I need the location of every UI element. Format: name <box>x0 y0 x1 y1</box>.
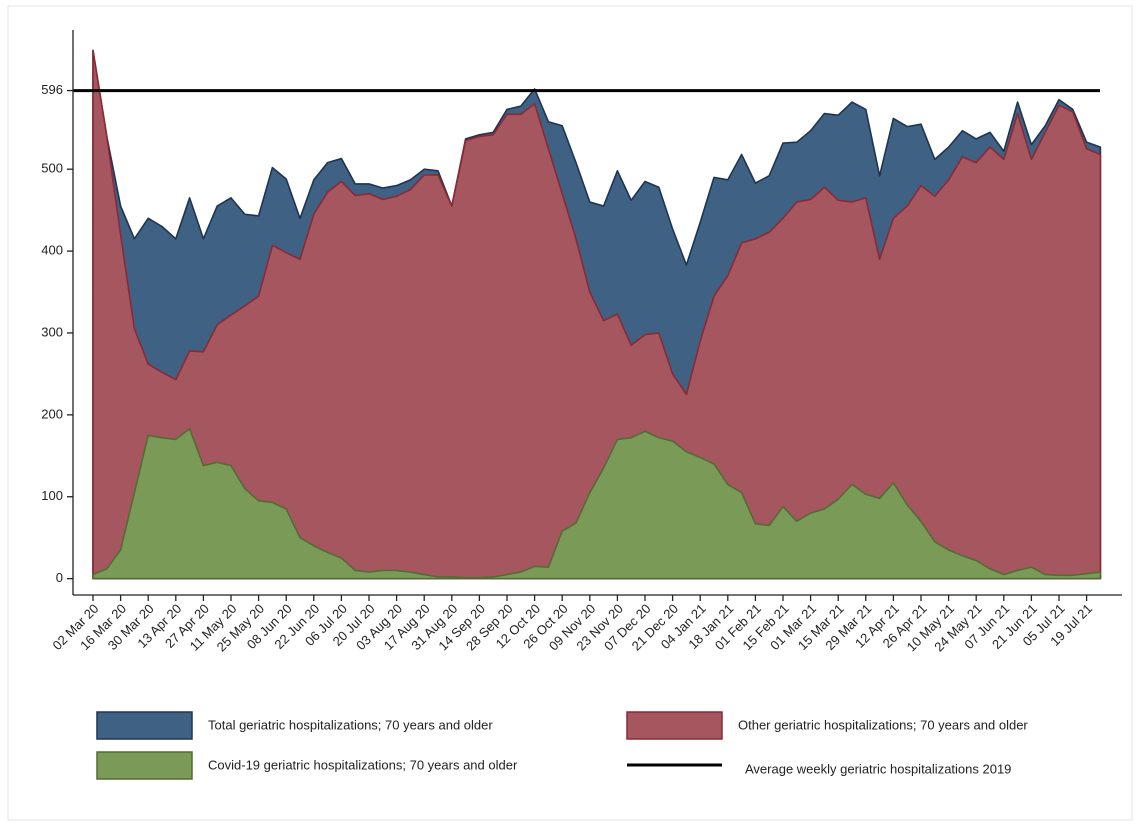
y-tick-label: 400 <box>41 243 63 258</box>
y-tick-label: 100 <box>41 488 63 503</box>
legend-label: Other geriatric hospitalizations; 70 yea… <box>738 717 1028 732</box>
y-tick-label: 596 <box>41 82 63 97</box>
legend-swatch <box>626 711 723 740</box>
area <box>92 427 1102 580</box>
legend-swatch <box>96 711 193 740</box>
legend-label: Covid-19 geriatric hospitalizations; 70 … <box>208 757 518 772</box>
legend-label: Total geriatric hospitalizations; 70 yea… <box>208 717 493 732</box>
y-tick-label: 0 <box>56 570 63 585</box>
area <box>92 49 1102 580</box>
legend-swatch <box>96 751 193 780</box>
y-tick-label: 200 <box>41 406 63 421</box>
legend-label: Average weekly geriatric hospitalization… <box>745 761 1011 776</box>
y-tick-label: 500 <box>41 161 63 176</box>
y-tick-label: 300 <box>41 324 63 339</box>
